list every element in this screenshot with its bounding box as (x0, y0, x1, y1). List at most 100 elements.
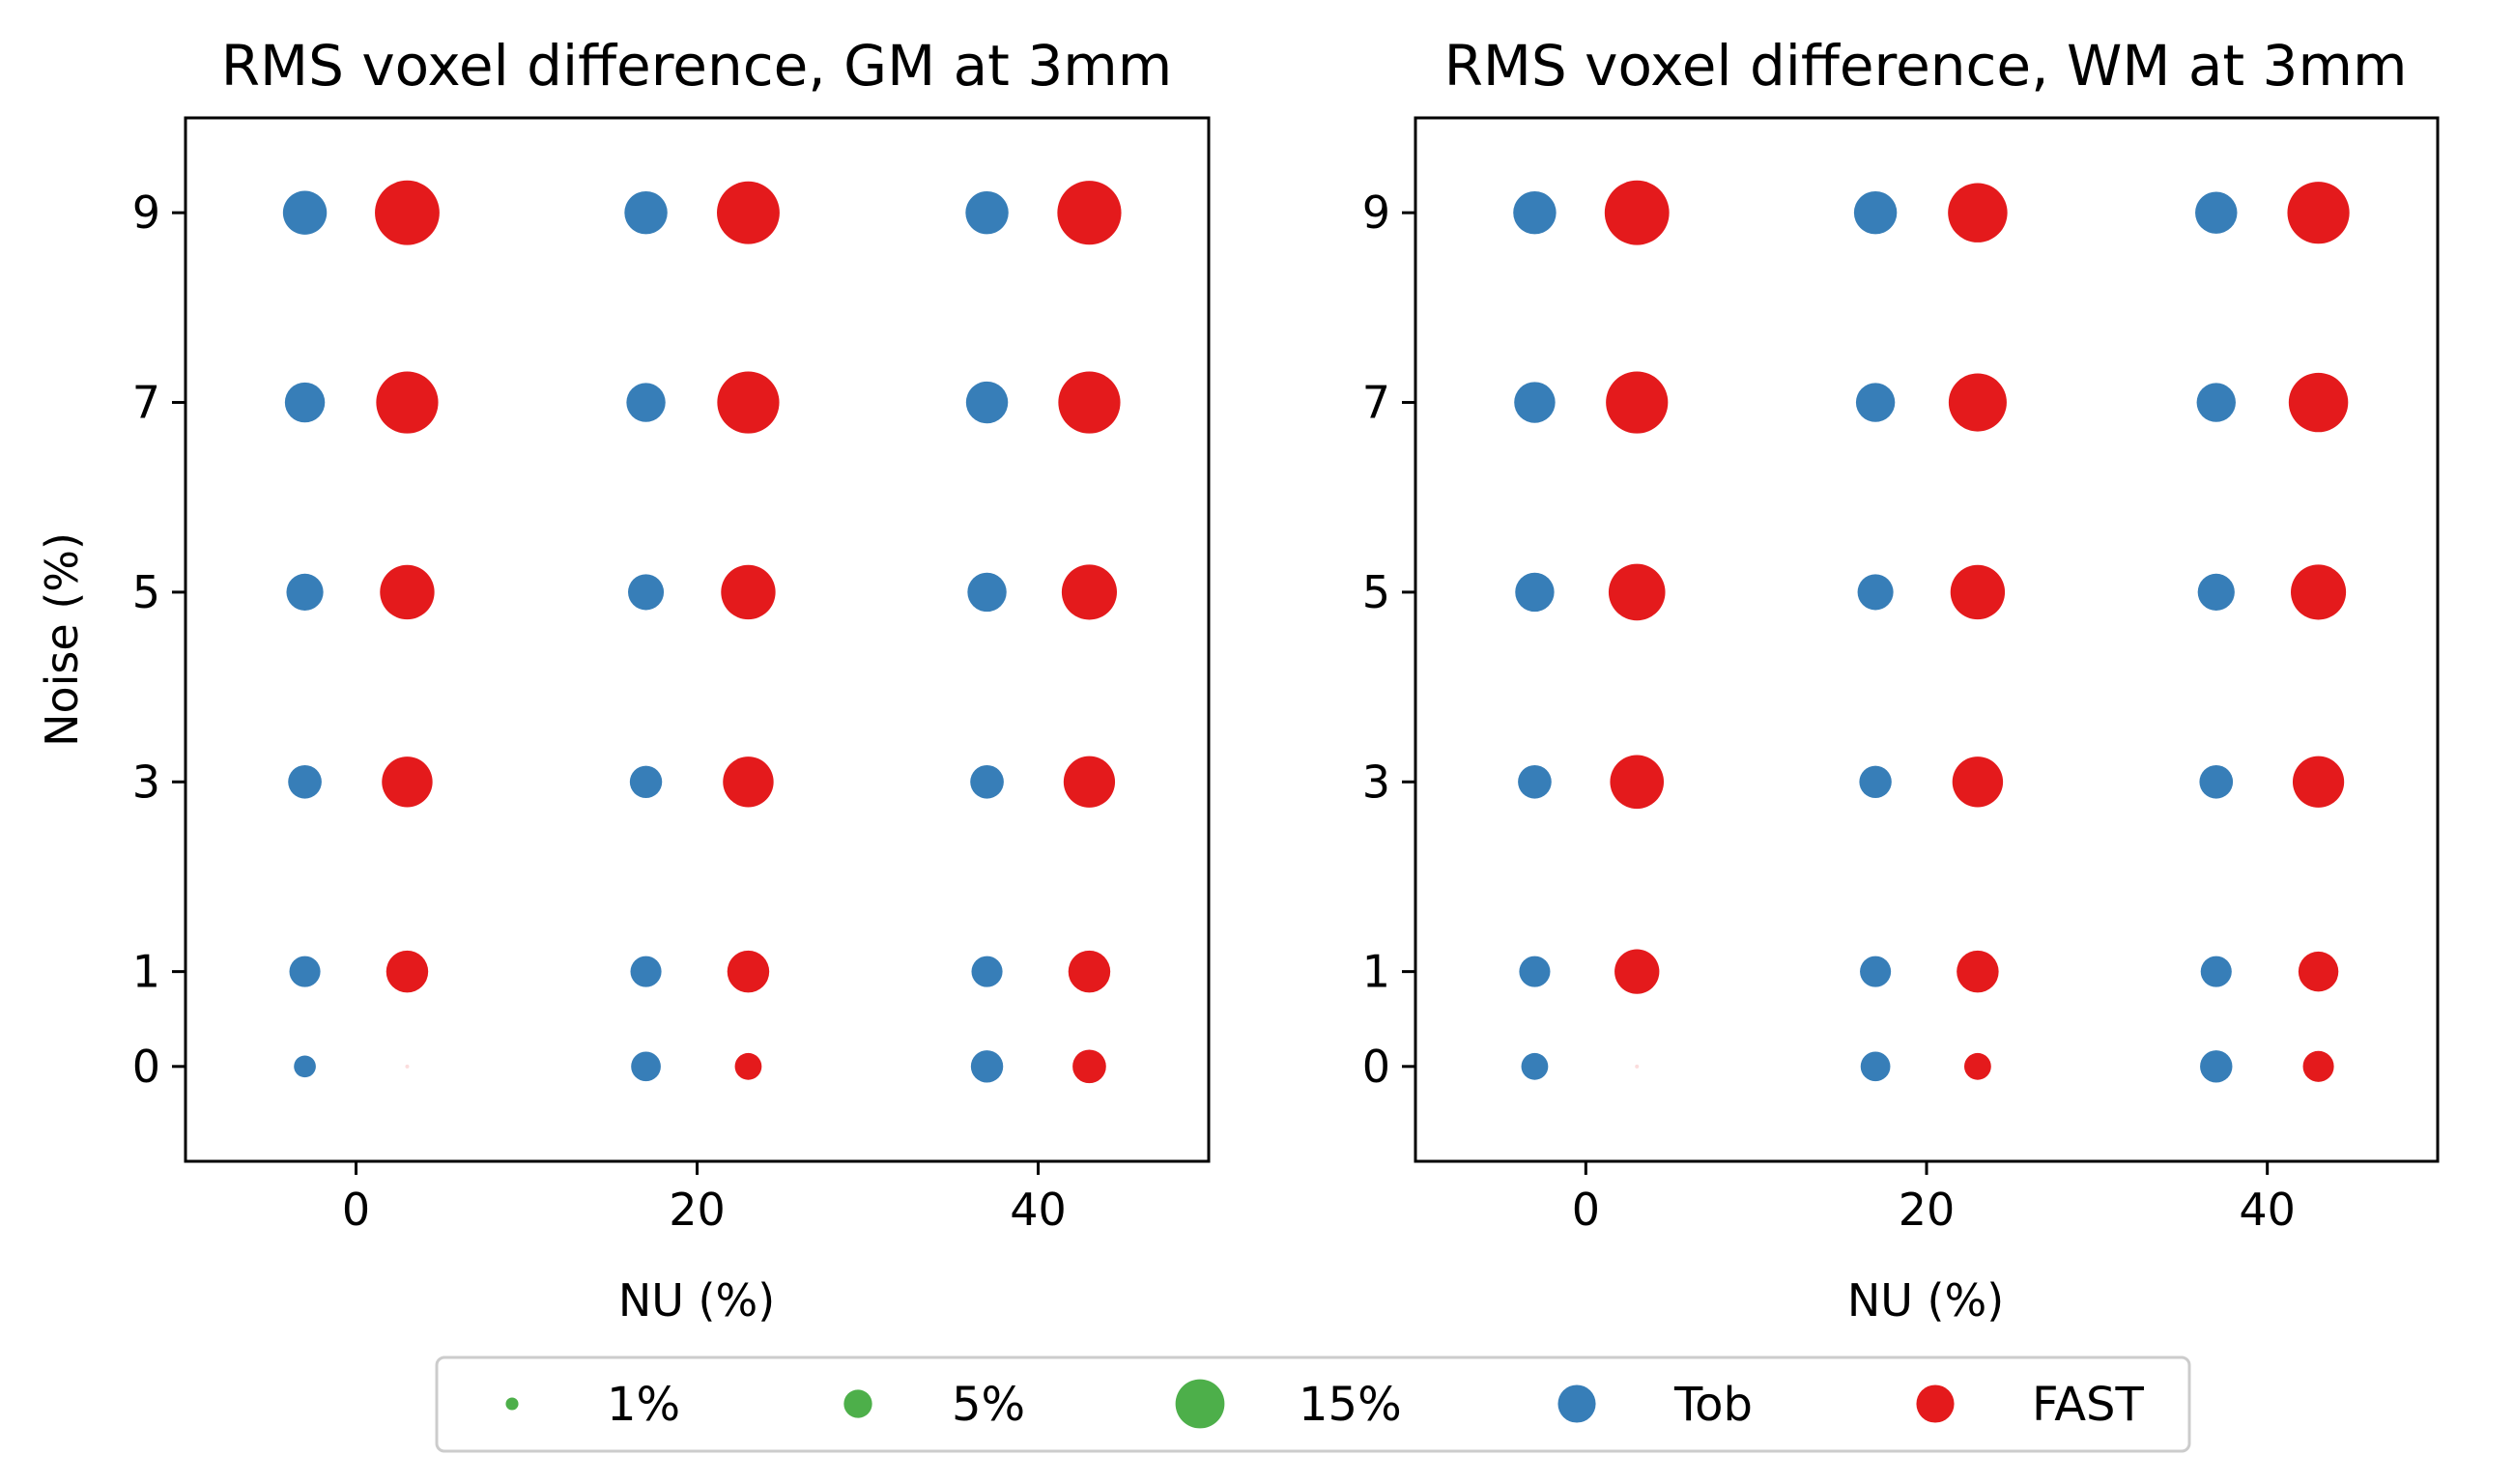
tob-point (1521, 1052, 1549, 1080)
tob-point (282, 190, 328, 235)
legend-fast-key-label: FAST (2032, 1378, 2145, 1432)
fast-point (2288, 372, 2349, 433)
tob-point (970, 764, 1004, 799)
tob-point (628, 574, 665, 611)
fast-point (1058, 371, 1121, 434)
tob-point (626, 383, 666, 422)
wm-x-tick-label: 40 (2239, 1184, 2296, 1236)
fast-point (1957, 950, 1999, 993)
tob-point (2200, 1050, 2233, 1083)
fast-point (1610, 755, 1665, 810)
legend-fast-key-marker (1916, 1384, 1955, 1423)
fast-point (375, 180, 440, 245)
tob-point (2197, 573, 2235, 612)
tob-point (1513, 190, 1557, 235)
gm-y-tick-label: 3 (132, 756, 160, 808)
wm-x-axis-label: NU (%) (1847, 1274, 2004, 1327)
gm-marks (282, 180, 1122, 1084)
gm-x-axis-label: NU (%) (618, 1274, 775, 1327)
fast-point (2291, 564, 2347, 620)
fast-point (1068, 950, 1111, 993)
fast-point (717, 371, 780, 434)
fast-point (717, 181, 780, 244)
wm-x-tick-label: 0 (1572, 1184, 1600, 1236)
wm-y-tick-label: 3 (1362, 756, 1390, 808)
legend-tob-key-marker (1557, 1384, 1596, 1423)
fast-point (1948, 183, 2008, 243)
gm-y-tick-label: 1 (132, 946, 160, 998)
fast-point (1072, 1049, 1106, 1084)
fast-point (376, 371, 439, 434)
wm-y-tick-label: 1 (1362, 946, 1390, 998)
fast-point (1635, 1064, 1640, 1069)
fast-point (727, 950, 770, 993)
gm-y-tick-label: 0 (132, 1041, 160, 1093)
tob-point (624, 190, 668, 235)
tob-point (294, 1055, 316, 1078)
fast-point (1948, 373, 2007, 432)
wm-plot-frame (1414, 116, 2440, 1163)
gm-y-tick-label: 5 (132, 566, 160, 618)
fast-point (1964, 1052, 1991, 1080)
gm-y-axis-label: Noise (%) (36, 532, 88, 747)
tob-point (1859, 765, 1892, 798)
legend: 1% 5% 15% Tob FAST (435, 1356, 2191, 1453)
gm-x-tick-label: 40 (1010, 1184, 1067, 1236)
legend-size-key-label: 5% (952, 1378, 1025, 1432)
fast-point (734, 1052, 762, 1080)
gm-y-tick-label: 9 (132, 186, 160, 239)
chart-title-gm: RMS voxel difference, GM at 3mm (221, 33, 1172, 99)
wm-axis-ticks: 0 20 40 0 1 3 5 7 9 (1362, 186, 2296, 1236)
gm-axis-ticks: 0 20 40 0 1 3 5 7 9 (132, 186, 1067, 1236)
fast-point (382, 756, 433, 808)
tob-point (2195, 191, 2238, 234)
wm-y-tick-label: 0 (1362, 1041, 1390, 1093)
legend-size-key-marker (1175, 1379, 1225, 1429)
tob-point (1855, 383, 1896, 422)
tob-point (1518, 764, 1552, 799)
tob-point (629, 765, 663, 798)
fast-point (1606, 371, 1669, 434)
fast-point (2292, 756, 2345, 808)
tob-point (288, 764, 322, 799)
fast-point (721, 564, 776, 620)
fast-point (380, 564, 435, 620)
tob-point (2196, 383, 2236, 422)
tob-point (1514, 382, 1556, 423)
legend-box (435, 1356, 2191, 1453)
tob-point (1519, 956, 1551, 987)
tob-point (289, 956, 321, 987)
tob-point (1860, 1051, 1891, 1082)
tob-point (631, 1051, 661, 1082)
fast-point (723, 756, 774, 808)
tob-point (970, 1050, 1004, 1083)
tob-point (1857, 574, 1894, 611)
fast-point (2298, 951, 2339, 992)
tob-point (284, 382, 326, 423)
gm-chart-panel: RMS voxel difference, GM at 3mm 0 20 40 0 1 3… (36, 33, 1211, 1327)
tob-point (1853, 190, 1898, 235)
fast-point (1063, 756, 1116, 808)
fast-point (1604, 180, 1670, 245)
fast-point (2287, 182, 2350, 244)
tob-point (630, 956, 662, 987)
fast-point (1952, 756, 2004, 808)
wm-y-tick-label: 9 (1362, 186, 1390, 239)
legend-size-key-marker (505, 1397, 519, 1411)
tob-point (1860, 956, 1892, 987)
legend-entries: 1% 5% 15% Tob FAST (505, 1378, 2145, 1432)
tob-point (967, 572, 1007, 613)
fast-point (1057, 181, 1122, 245)
fast-point (1950, 564, 2006, 620)
tob-point (2199, 764, 2234, 799)
wm-chart-panel: RMS voxel difference, WM at 3mm 0 20 40 0 1 3… (1362, 33, 2440, 1327)
legend-size-key-label: 1% (607, 1378, 680, 1432)
legend-tob-key-label: Tob (1673, 1378, 1753, 1432)
fast-point (2302, 1050, 2334, 1082)
gm-x-tick-label: 0 (342, 1184, 370, 1236)
wm-y-tick-label: 5 (1362, 566, 1390, 618)
tob-point (286, 573, 324, 612)
tob-point (965, 381, 1009, 424)
fast-point (1061, 564, 1118, 620)
